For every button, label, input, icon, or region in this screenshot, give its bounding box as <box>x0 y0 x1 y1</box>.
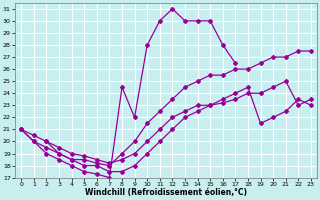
X-axis label: Windchill (Refroidissement éolien,°C): Windchill (Refroidissement éolien,°C) <box>85 188 247 197</box>
